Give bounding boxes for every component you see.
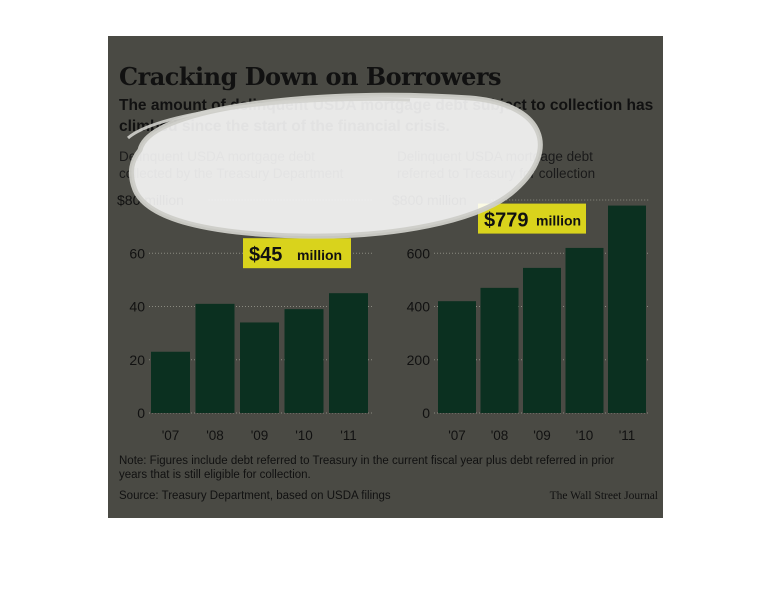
left-x-tick-label: '10 xyxy=(295,428,313,443)
right-bar-1 xyxy=(438,301,476,413)
chart-title: Cracking Down on Borrowers xyxy=(119,62,502,91)
publisher-credit: The Wall Street Journal xyxy=(549,490,658,502)
left-y-tick-label: $80 million xyxy=(117,192,184,208)
left-y-tick-label: 0 xyxy=(137,405,145,421)
right-x-tick-label: '07 xyxy=(448,428,466,443)
right-callout-value: $779 xyxy=(484,210,529,232)
right-x-tick-label: '08 xyxy=(491,428,509,443)
right-y-tick-label: 600 xyxy=(407,245,431,261)
right-y-tick-label: 200 xyxy=(407,352,431,368)
right-bar-4 xyxy=(565,247,604,413)
right-bar-2 xyxy=(480,287,519,413)
left-bar-2 xyxy=(195,303,235,413)
left-x-tick-label: '11 xyxy=(340,428,357,443)
footnote: Note: Figures include debt referred to T… xyxy=(119,455,615,481)
left-callout-box xyxy=(243,238,351,269)
left-bar-5 xyxy=(329,293,368,413)
left-y-tick-label: 20 xyxy=(129,352,145,368)
left-y-tick-label: 60 xyxy=(129,245,145,261)
left-bar-1 xyxy=(151,351,190,413)
left-callout-unit: million xyxy=(297,247,342,263)
right-x-tick-label: '09 xyxy=(533,428,551,443)
right-x-tick-label: '11 xyxy=(619,428,636,443)
left-x-tick-label: '07 xyxy=(162,428,180,443)
right-callout-unit: million xyxy=(536,213,581,229)
right-bar-3 xyxy=(523,267,561,413)
left-x-tick-label: '09 xyxy=(251,428,269,443)
left-y-tick-label: 40 xyxy=(129,299,145,315)
right-y-tick-label: 0 xyxy=(422,405,430,421)
left-x-tick-label: '08 xyxy=(206,428,224,443)
left-bar-4 xyxy=(284,309,324,413)
right-x-tick-label: '10 xyxy=(576,428,594,443)
right-y-tick-label: 400 xyxy=(407,299,431,315)
source-line: Source: Treasury Department, based on US… xyxy=(119,490,391,502)
right-bar-5 xyxy=(608,205,646,413)
right-y-tick-label: $800 million xyxy=(392,192,467,208)
left-callout-value: $45 xyxy=(249,244,282,266)
left-bar-3 xyxy=(240,322,279,413)
